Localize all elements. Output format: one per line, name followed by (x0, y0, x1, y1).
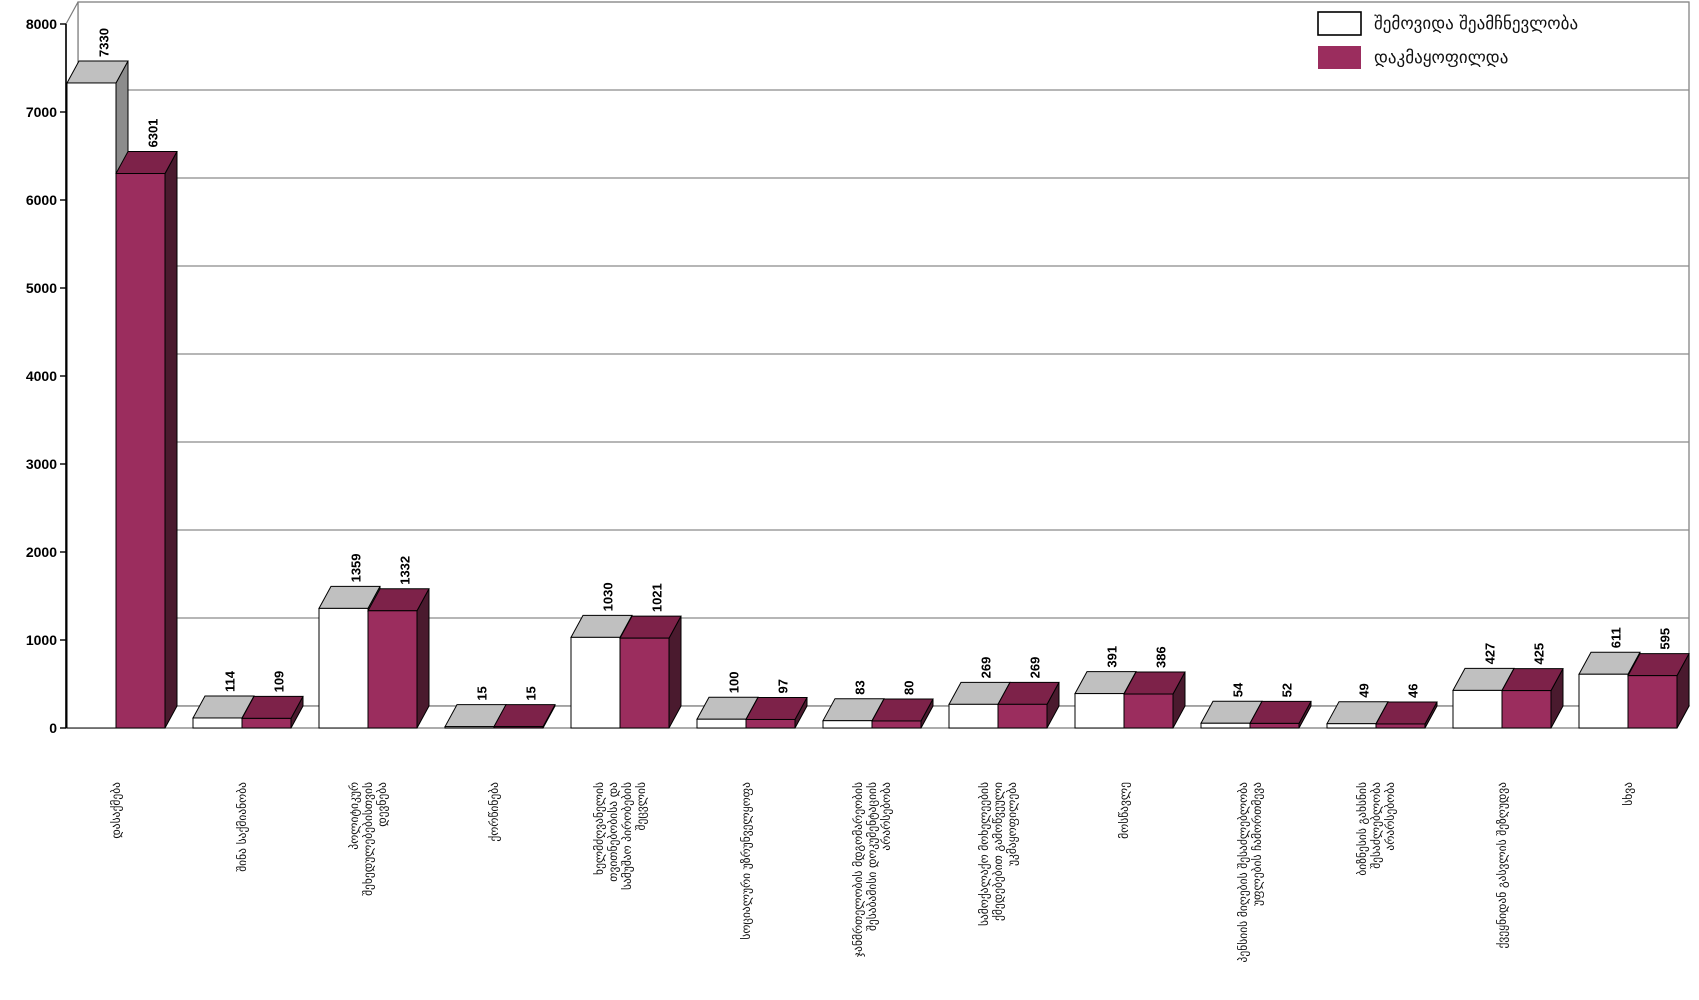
bar-side (164, 151, 178, 729)
value-label: 391 (1105, 646, 1120, 668)
value-label: 1332 (398, 556, 413, 585)
value-label: 52 (1280, 683, 1295, 697)
value-label: 269 (1028, 657, 1043, 679)
bar (493, 726, 544, 729)
value-label: 1030 (601, 582, 616, 611)
bar (318, 607, 369, 729)
y-tick-label: 5000 (26, 280, 57, 296)
value-label: 15 (475, 686, 490, 700)
value-label: 1021 (650, 583, 665, 612)
bar (745, 718, 796, 729)
category-label: პენსიის მიღების შესაძლებლობა (1236, 782, 1250, 963)
bar-side (416, 588, 430, 729)
category-label: ბიზნესის გახსნის (1355, 782, 1369, 876)
value-label: 49 (1357, 683, 1372, 697)
bar (115, 173, 166, 729)
category-label: სხვა (1621, 782, 1635, 806)
value-label: 1359 (349, 553, 364, 582)
bar (1501, 690, 1552, 729)
value-label: 83 (853, 680, 868, 694)
bar (696, 718, 747, 729)
y-tick-label: 4000 (26, 368, 57, 384)
bar (1578, 673, 1629, 729)
bar (1123, 693, 1174, 729)
value-label: 386 (1154, 646, 1169, 668)
y-tick-label: 3000 (26, 456, 57, 472)
value-label: 80 (902, 680, 917, 694)
category-label: ხელმძღვანელის (592, 782, 606, 875)
value-label: 269 (979, 657, 994, 679)
category-label: შესაძლებლობა (1369, 782, 1383, 869)
legend-label: შემოვიდა შეამჩნევლობა (1374, 14, 1578, 34)
value-label: 427 (1483, 643, 1498, 665)
bar (444, 726, 495, 729)
value-label: 54 (1231, 682, 1246, 697)
category-label: დასაქმება (109, 782, 123, 839)
category-label: უფლების ჩამორთმევა (1250, 782, 1264, 906)
legend-label: დაკმაყოფილდა (1374, 48, 1508, 68)
y-tick-label: 8000 (26, 16, 57, 32)
bar (948, 703, 999, 729)
value-label: 114 (223, 670, 238, 692)
category-label: სოციალური უზრუნველყოფა (739, 782, 753, 940)
category-label: პოლიტიკურ (347, 782, 361, 850)
bar (1200, 722, 1251, 729)
y-tick-label: 0 (49, 720, 57, 736)
category-label: მოსწავლე (1117, 782, 1131, 839)
bar (1074, 693, 1125, 729)
bar (66, 82, 117, 729)
value-label: 15 (524, 686, 539, 700)
y-tick-label: 2000 (26, 544, 57, 560)
category-label: სამოქალაქო მოხელეების (977, 782, 991, 926)
value-label: 97 (776, 679, 791, 693)
category-label: შეცვლის (634, 782, 648, 830)
bar (822, 720, 873, 729)
bar (1375, 723, 1426, 729)
category-label: შეხედულებებისთვის (361, 782, 375, 896)
value-label: 6301 (146, 119, 161, 148)
category-label: თვითნებობისა და (606, 782, 620, 882)
category-label: ქმედებებით გამოწვეული (991, 782, 1005, 921)
category-label: სამუშაო პირობების (620, 782, 634, 890)
bar (241, 717, 292, 729)
category-label: ჯანმრთელობის მდგომარეობის (851, 782, 865, 957)
category-label: არარსებობა (1383, 782, 1397, 851)
bar (1326, 723, 1377, 729)
legend-swatch (1318, 46, 1361, 69)
value-label: 595 (1658, 628, 1673, 650)
bar (192, 717, 243, 729)
bar (367, 610, 418, 729)
category-label: ქორწინება (487, 782, 501, 842)
value-label: 425 (1532, 643, 1547, 665)
y-tick-label: 1000 (26, 632, 57, 648)
category-label: უკმაყოფილება (1005, 782, 1019, 866)
category-label: შინა საქმიანობა (235, 782, 249, 872)
value-label: 100 (727, 671, 742, 693)
category-label: შესაბამისი დოკუმენტაციის (865, 782, 879, 931)
value-label: 611 (1609, 627, 1624, 648)
bar (997, 703, 1048, 729)
legend-swatch (1317, 11, 1362, 36)
category-label: დევნება (375, 782, 389, 827)
value-label: 109 (272, 671, 287, 693)
y-tick-label: 7000 (26, 104, 57, 120)
category-label: არარსებობა (879, 782, 893, 851)
category-label: ქვეყნიდან გასვლის შეზღუდვა (1495, 782, 1509, 949)
value-label: 46 (1406, 683, 1421, 697)
bar (1452, 689, 1503, 729)
bar (871, 720, 922, 729)
y-tick-label: 6000 (26, 192, 57, 208)
bar (1627, 675, 1678, 729)
bar (1249, 722, 1300, 729)
value-label: 7330 (97, 28, 112, 57)
bar (570, 636, 621, 729)
bar (619, 637, 670, 729)
